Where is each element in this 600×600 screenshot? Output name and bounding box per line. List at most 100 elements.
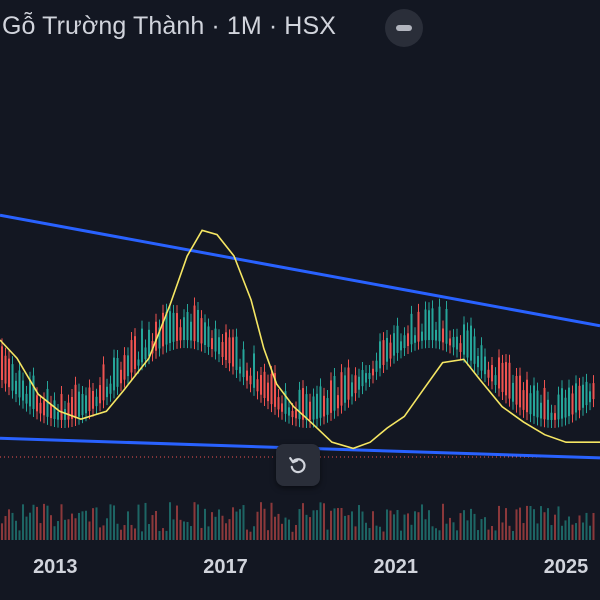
rotate-ccw-icon	[289, 457, 306, 474]
volume-bar	[183, 521, 185, 540]
candle	[253, 353, 255, 388]
volume-bar	[281, 523, 283, 540]
candle	[134, 336, 136, 370]
volume-bar	[358, 505, 360, 540]
candle	[249, 375, 252, 385]
volume-bar	[32, 504, 35, 540]
volume-bar	[123, 525, 126, 540]
volume-bar	[484, 517, 486, 540]
candle	[60, 394, 63, 420]
volume-bar	[274, 516, 276, 540]
volume-bar	[18, 530, 21, 540]
candle	[305, 394, 308, 420]
volume-bar	[498, 505, 500, 540]
candle	[557, 394, 560, 420]
candle	[494, 375, 497, 385]
trendline-1	[0, 213, 600, 328]
volume-bar	[158, 531, 161, 540]
volume-bar	[22, 504, 24, 540]
candle	[480, 345, 483, 371]
volume-bar	[127, 511, 129, 540]
candle	[190, 321, 192, 341]
candle	[529, 393, 532, 415]
candle	[183, 317, 185, 341]
volume-bar	[263, 508, 266, 540]
candle	[578, 385, 581, 411]
volume-bar	[15, 520, 17, 540]
volume-bar	[305, 514, 308, 540]
candle	[207, 326, 210, 347]
candle	[487, 369, 490, 378]
candle	[533, 385, 535, 416]
candle	[186, 312, 189, 341]
candle	[459, 343, 462, 352]
volume-bar	[141, 531, 143, 540]
volume-bar	[25, 516, 28, 540]
candle	[526, 379, 528, 413]
reset-chart-button[interactable]	[276, 444, 320, 486]
candle	[442, 328, 444, 343]
candle	[25, 393, 28, 404]
candle	[256, 379, 259, 392]
candle	[81, 393, 84, 416]
candle	[130, 340, 133, 373]
candle	[29, 379, 31, 407]
volume-bar	[71, 513, 73, 540]
volume-bar	[295, 524, 297, 540]
volume-bar	[550, 525, 553, 540]
volume-bar	[144, 502, 147, 540]
candle	[316, 393, 318, 419]
candle	[421, 331, 423, 341]
candle	[274, 373, 276, 407]
volume-bar	[4, 516, 7, 540]
volume-bar	[459, 513, 462, 540]
volume-bar	[193, 502, 196, 540]
volume-bar	[410, 524, 413, 540]
candle	[309, 401, 311, 420]
candle	[64, 408, 66, 420]
candle	[214, 328, 217, 352]
candle	[106, 386, 108, 398]
volume-bar	[81, 511, 84, 540]
candle	[165, 311, 168, 345]
candle	[242, 349, 245, 378]
candle	[491, 365, 493, 382]
volume-bar	[337, 508, 339, 540]
candle	[417, 311, 420, 342]
volume-bar	[270, 502, 273, 540]
volume-bar	[323, 503, 325, 540]
volume-bar	[400, 530, 402, 540]
volume-bar	[134, 528, 136, 540]
volume-bar	[403, 514, 406, 540]
candle	[260, 375, 262, 395]
candle	[344, 375, 346, 403]
volume-bar	[347, 515, 350, 540]
candle	[200, 318, 203, 344]
candle	[347, 367, 350, 400]
volume-bar	[284, 517, 287, 540]
volume-bar	[64, 519, 66, 540]
volume-bar	[151, 515, 154, 540]
candle	[32, 375, 35, 409]
volume-bar	[456, 530, 458, 540]
candle	[389, 342, 392, 359]
volume-bar	[480, 519, 483, 540]
volume-bar	[197, 504, 199, 540]
volume-bar	[256, 511, 259, 540]
candle	[176, 313, 178, 341]
candle	[263, 371, 266, 399]
volume-bar	[249, 531, 252, 540]
volume-bar	[106, 518, 108, 540]
volume-bar	[211, 512, 213, 540]
collapse-button[interactable]	[385, 9, 423, 47]
candle	[225, 332, 227, 361]
volume-bar	[207, 526, 210, 540]
candle	[179, 327, 182, 341]
candle	[522, 390, 525, 410]
candle	[74, 384, 77, 418]
volume-bar	[179, 519, 182, 540]
volume-bar	[526, 505, 528, 540]
candle	[155, 321, 157, 351]
candle	[386, 337, 388, 362]
